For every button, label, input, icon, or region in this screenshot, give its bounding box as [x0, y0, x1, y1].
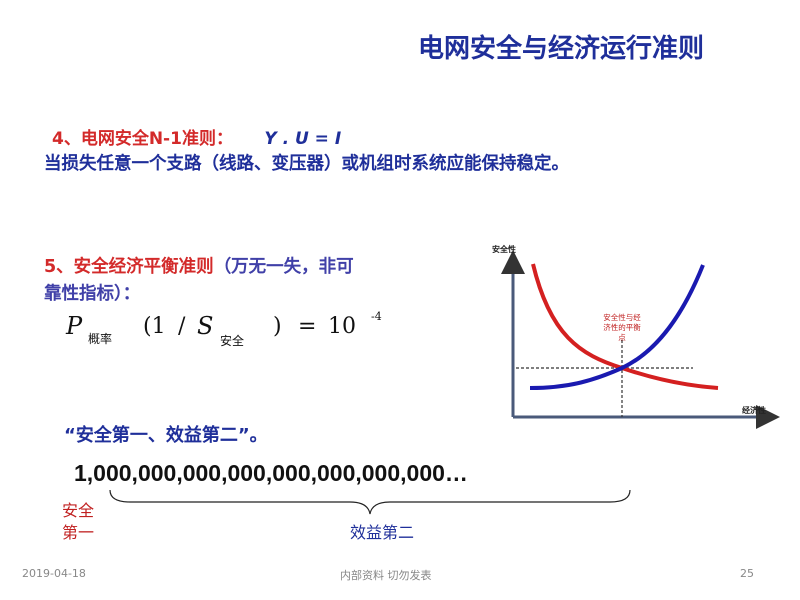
slide-title: 电网安全与经济运行准则 — [418, 34, 705, 64]
probability-formula: P 概率 (1 / S 安全 ) = 10 -4 — [0, 310, 420, 350]
formula-open: (1 — [143, 314, 166, 339]
economy-curve — [529, 264, 705, 390]
brace-right: 效益第二 — [350, 523, 415, 542]
brace-left-2: 第一 — [62, 523, 95, 542]
footer-date: 2019-04-18 — [22, 567, 86, 580]
page-number: 25 — [740, 567, 754, 580]
rule5-note-1: （万无一失，非可 — [213, 257, 354, 277]
balance-label-3: 点 — [618, 333, 626, 342]
formula-s-sub: 安全 — [220, 334, 245, 348]
rule5-heading: 5、安全经济平衡准则 — [44, 257, 214, 277]
formula-base: 10 — [328, 314, 356, 339]
motto: “安全第一、效益第二”。 — [64, 425, 268, 446]
rule4-heading: 4、电网安全N-1准则： — [52, 129, 233, 149]
rule5-note-2: 靠性指标）： — [44, 284, 141, 304]
rule4-formula: Y . U = I — [264, 129, 342, 149]
formula-eq: = — [298, 314, 317, 339]
safety-curve — [531, 263, 719, 390]
y-axis-label: 安全性 — [492, 244, 516, 254]
footer-center: 内部资料 切勿发表 — [340, 569, 432, 582]
safety-economy-diagram: 安全性 经济性 安全性与经 济性的平衡 点 — [492, 244, 780, 429]
rule4-line: 4、电网安全N-1准则： Y . U = I — [52, 124, 341, 149]
formula-p: P — [66, 312, 83, 340]
x-axis-label: 经济性 — [742, 405, 766, 415]
formula-p-sub: 概率 — [88, 332, 113, 346]
brace-left-1: 安全 — [62, 501, 95, 520]
formula-exp: -4 — [371, 310, 382, 323]
balance-label-1: 安全性与经 — [603, 312, 641, 322]
rule4-text: 当损失任意一个支路（线路、变压器）或机组时系统应能保持稳定。 — [44, 154, 569, 174]
balance-label-2: 济性的平衡 — [603, 322, 641, 332]
big-number: 1,000,000,000,000,000,000,000,000… — [74, 460, 468, 486]
formula-s: S — [197, 312, 214, 340]
formula-close: ) — [273, 314, 282, 339]
rule5-line1: 5、安全经济平衡准则（万无一失，非可 — [44, 253, 354, 278]
formula-slash: / — [178, 314, 186, 339]
curly-brace — [109, 489, 631, 515]
